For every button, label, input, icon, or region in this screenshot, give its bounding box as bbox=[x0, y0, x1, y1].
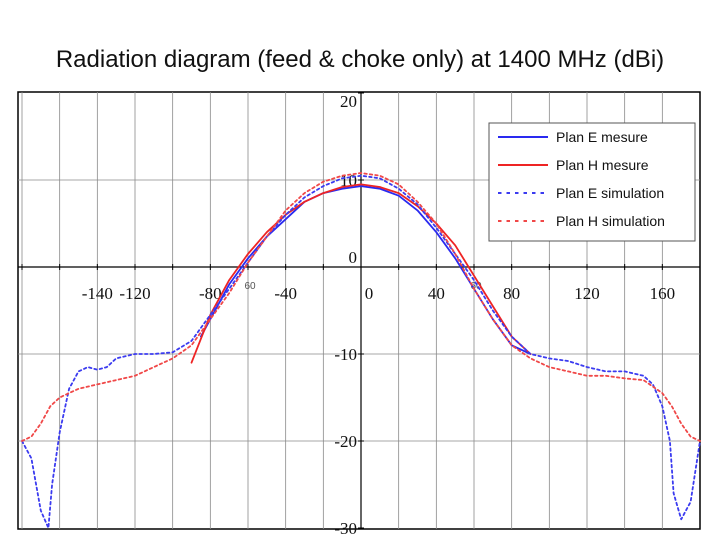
series bbox=[21, 172, 701, 529]
plan-e-simulation-series bbox=[21, 174, 701, 529]
y-tick-label: -20 bbox=[334, 432, 357, 451]
legend-label: Plan E simulation bbox=[556, 185, 664, 201]
x-tick-label: -80 bbox=[199, 284, 222, 303]
legend-box bbox=[488, 122, 696, 242]
x-tick-label: -120 bbox=[119, 284, 150, 303]
axes bbox=[18, 92, 701, 529]
x-tick-label: 160 bbox=[650, 284, 676, 303]
plan-h-simulation-series bbox=[21, 172, 701, 442]
legend-label: Plan H mesure bbox=[556, 157, 649, 173]
x-tick-label-inner: 60 bbox=[244, 281, 256, 292]
y-tick-label: 0 bbox=[349, 248, 358, 267]
x-tick-label: 80 bbox=[503, 284, 520, 303]
legend-label: Plan H simulation bbox=[556, 213, 665, 229]
grid bbox=[18, 92, 700, 529]
chart-title: Radiation diagram (feed & choke only) at… bbox=[55, 46, 665, 73]
y-tick-label: -10 bbox=[334, 345, 357, 364]
x-tick-label-inner: 60 bbox=[470, 281, 482, 292]
y-tick-label: 20 bbox=[340, 92, 357, 111]
plan-h-mesure-series bbox=[190, 183, 532, 364]
legend-label: Plan E mesure bbox=[556, 129, 648, 145]
x-tick-label: 120 bbox=[574, 284, 600, 303]
x-tick-label: -40 bbox=[274, 284, 297, 303]
x-tick-label: 0 bbox=[365, 284, 374, 303]
x-tick-label: -140 bbox=[82, 284, 113, 303]
x-tick-label: 40 bbox=[428, 284, 445, 303]
legend: Plan E mesure Plan H mesure Plan E simulat… bbox=[488, 122, 696, 242]
y-tick-label: -30 bbox=[334, 519, 357, 538]
